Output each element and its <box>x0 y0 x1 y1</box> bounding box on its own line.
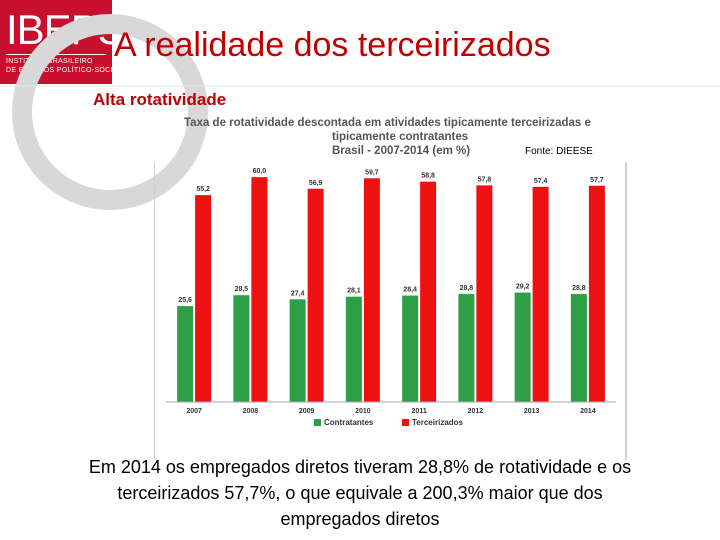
x-tick-2008: 2008 <box>243 408 259 415</box>
x-tick-2009: 2009 <box>299 408 315 415</box>
data-label-contratantes-2012: 28,8 <box>460 285 474 292</box>
data-label-contratantes-2007: 25,6 <box>178 297 192 304</box>
x-tick-2010: 2010 <box>355 408 371 415</box>
chart-title-line-2: tipicamente contratantes <box>332 131 469 143</box>
data-label-terceirizados-2010: 59,7 <box>365 169 379 176</box>
bar-terceirizados-2012 <box>476 185 493 402</box>
bar-terceirizados-2009 <box>307 188 324 402</box>
bar-contratantes-2007 <box>177 306 194 402</box>
bar-contratantes-2010 <box>345 296 362 402</box>
bar-contratantes-2013 <box>514 292 531 402</box>
data-label-contratantes-2010: 28,1 <box>347 288 361 295</box>
data-label-terceirizados-2014: 57,7 <box>590 177 604 184</box>
footer-text: Em 2014 os empregados diretos tiveram 28… <box>0 454 720 532</box>
footer-line-2: terceirizados 57,7%, o que equivale a 20… <box>117 483 603 503</box>
legend-label-contratantes: Contratantes <box>324 418 374 427</box>
footer-line-1: Em 2014 os empregados diretos tiveram 28… <box>88 457 632 477</box>
data-label-terceirizados-2013: 57,4 <box>534 178 548 185</box>
bar-terceirizados-2008 <box>251 177 268 402</box>
slide-title: A realidade dos terceirizados <box>114 26 551 64</box>
chart-area: 25,6 55,2 2007 28,5 60,0 2008 27,4 56,9 2009 28,1… <box>153 162 628 460</box>
data-label-contratantes-2013: 29,2 <box>516 284 530 291</box>
data-label-terceirizados-2012: 57,8 <box>478 176 492 183</box>
logo-tagline-2: DE ESTUDOS POLÍTICO-SOCIAIS <box>6 67 125 74</box>
slide-subtitle: Alta rotatividade <box>93 90 227 109</box>
bar-contratantes-2012 <box>458 294 475 402</box>
legend-swatch-contratantes <box>314 419 321 426</box>
x-tick-2007: 2007 <box>186 408 202 415</box>
data-label-terceirizados-2008: 60,0 <box>253 168 267 175</box>
chart-source: Fonte: DIEESE <box>525 146 593 157</box>
footer-line-3: empregados diretos <box>280 509 440 529</box>
legend-swatch-terceirizados <box>402 419 409 426</box>
data-label-contratantes-2014: 28,8 <box>572 285 586 292</box>
bar-terceirizados-2010 <box>363 178 380 402</box>
bar-contratantes-2011 <box>402 295 419 402</box>
bar-contratantes-2008 <box>233 295 250 402</box>
data-label-terceirizados-2007: 55,2 <box>196 186 210 193</box>
bar-contratantes-2009 <box>289 299 306 402</box>
x-tick-2011: 2011 <box>412 408 427 415</box>
legend-label-terceirizados: Terceirizados <box>412 418 464 427</box>
x-tick-2013: 2013 <box>524 408 540 415</box>
decorative-ring <box>12 14 208 210</box>
data-label-terceirizados-2009: 56,9 <box>309 180 323 187</box>
data-label-contratantes-2008: 28,5 <box>235 286 249 293</box>
bar-contratantes-2014 <box>570 294 587 402</box>
chart-title-line-1: Taxa de rotatividade descontada em ativi… <box>184 117 591 129</box>
bar-terceirizados-2014 <box>588 185 605 402</box>
data-label-terceirizados-2011: 58,8 <box>421 173 435 180</box>
bar-terceirizados-2007 <box>195 195 212 402</box>
x-tick-2012: 2012 <box>468 408 484 415</box>
bar-terceirizados-2013 <box>532 186 549 402</box>
x-tick-2014: 2014 <box>580 408 596 415</box>
data-label-contratantes-2011: 28,4 <box>403 287 417 294</box>
data-label-contratantes-2009: 27,4 <box>291 290 305 297</box>
chart-title-line-3: Brasil - 2007-2014 (em %) <box>332 145 471 157</box>
bar-terceirizados-2011 <box>420 181 437 402</box>
bar-chart: 25,6 55,2 2007 28,5 60,0 2008 27,4 56,9 2009 28,1… <box>153 162 627 460</box>
